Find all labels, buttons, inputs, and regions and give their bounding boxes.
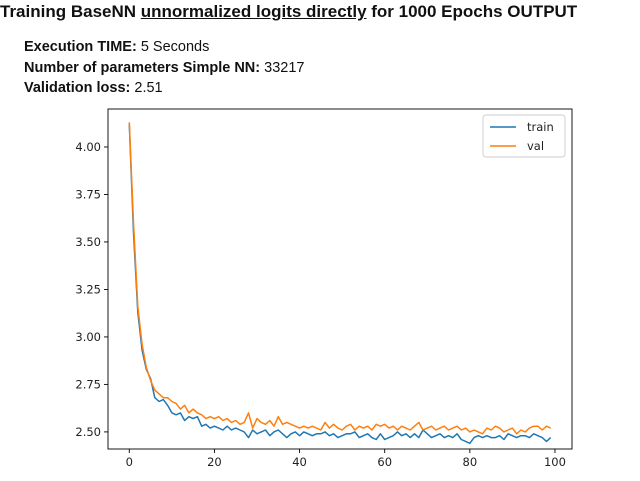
page-title: Training BaseNN unnormalized logits dire… <box>0 0 640 24</box>
run-info: Execution TIME: 5 Seconds Number of para… <box>24 37 304 99</box>
title-suffix: for 1000 Epochs OUTPUT <box>366 2 578 21</box>
execution-time-row: Execution TIME: 5 Seconds <box>24 37 304 58</box>
execution-time-value: 5 Seconds <box>140 39 210 55</box>
title-underlined: unnormalized logits directly <box>140 2 367 21</box>
x-tick-label: 0 <box>126 455 133 469</box>
y-tick-label: 3.25 <box>75 282 101 296</box>
x-tick-label: 20 <box>207 455 222 469</box>
x-tick-label: 60 <box>377 455 392 469</box>
validation-loss-label: Validation loss: <box>24 80 131 96</box>
y-tick-label: 3.00 <box>75 330 101 344</box>
parameters-label: Number of parameters Simple NN: <box>24 59 261 76</box>
execution-time-label: Execution TIME: <box>24 39 137 55</box>
x-tick-label: 40 <box>292 455 307 469</box>
y-tick-label: 4.00 <box>75 140 101 154</box>
legend-label-val: val <box>527 139 544 153</box>
plot-frame <box>107 108 573 450</box>
parameters-value: 33217 <box>264 59 305 76</box>
y-tick-label: 3.50 <box>75 235 101 249</box>
y-tick-label: 2.75 <box>75 377 101 391</box>
legend-label-train: train <box>527 120 554 134</box>
validation-loss-row: Validation loss: 2.51 <box>24 78 304 99</box>
y-tick-label: 2.50 <box>75 425 101 439</box>
title-prefix: Training BaseNN <box>0 2 141 21</box>
series-line-val <box>128 122 552 435</box>
y-tick-label: 3.75 <box>75 187 101 201</box>
validation-loss-value: 2.51 <box>134 80 163 96</box>
x-tick-label: 80 <box>463 455 478 469</box>
series-line-train <box>128 124 552 445</box>
parameters-row: Number of parameters Simple NN: 33217 <box>24 58 304 79</box>
x-tick-label: 100 <box>544 455 566 469</box>
